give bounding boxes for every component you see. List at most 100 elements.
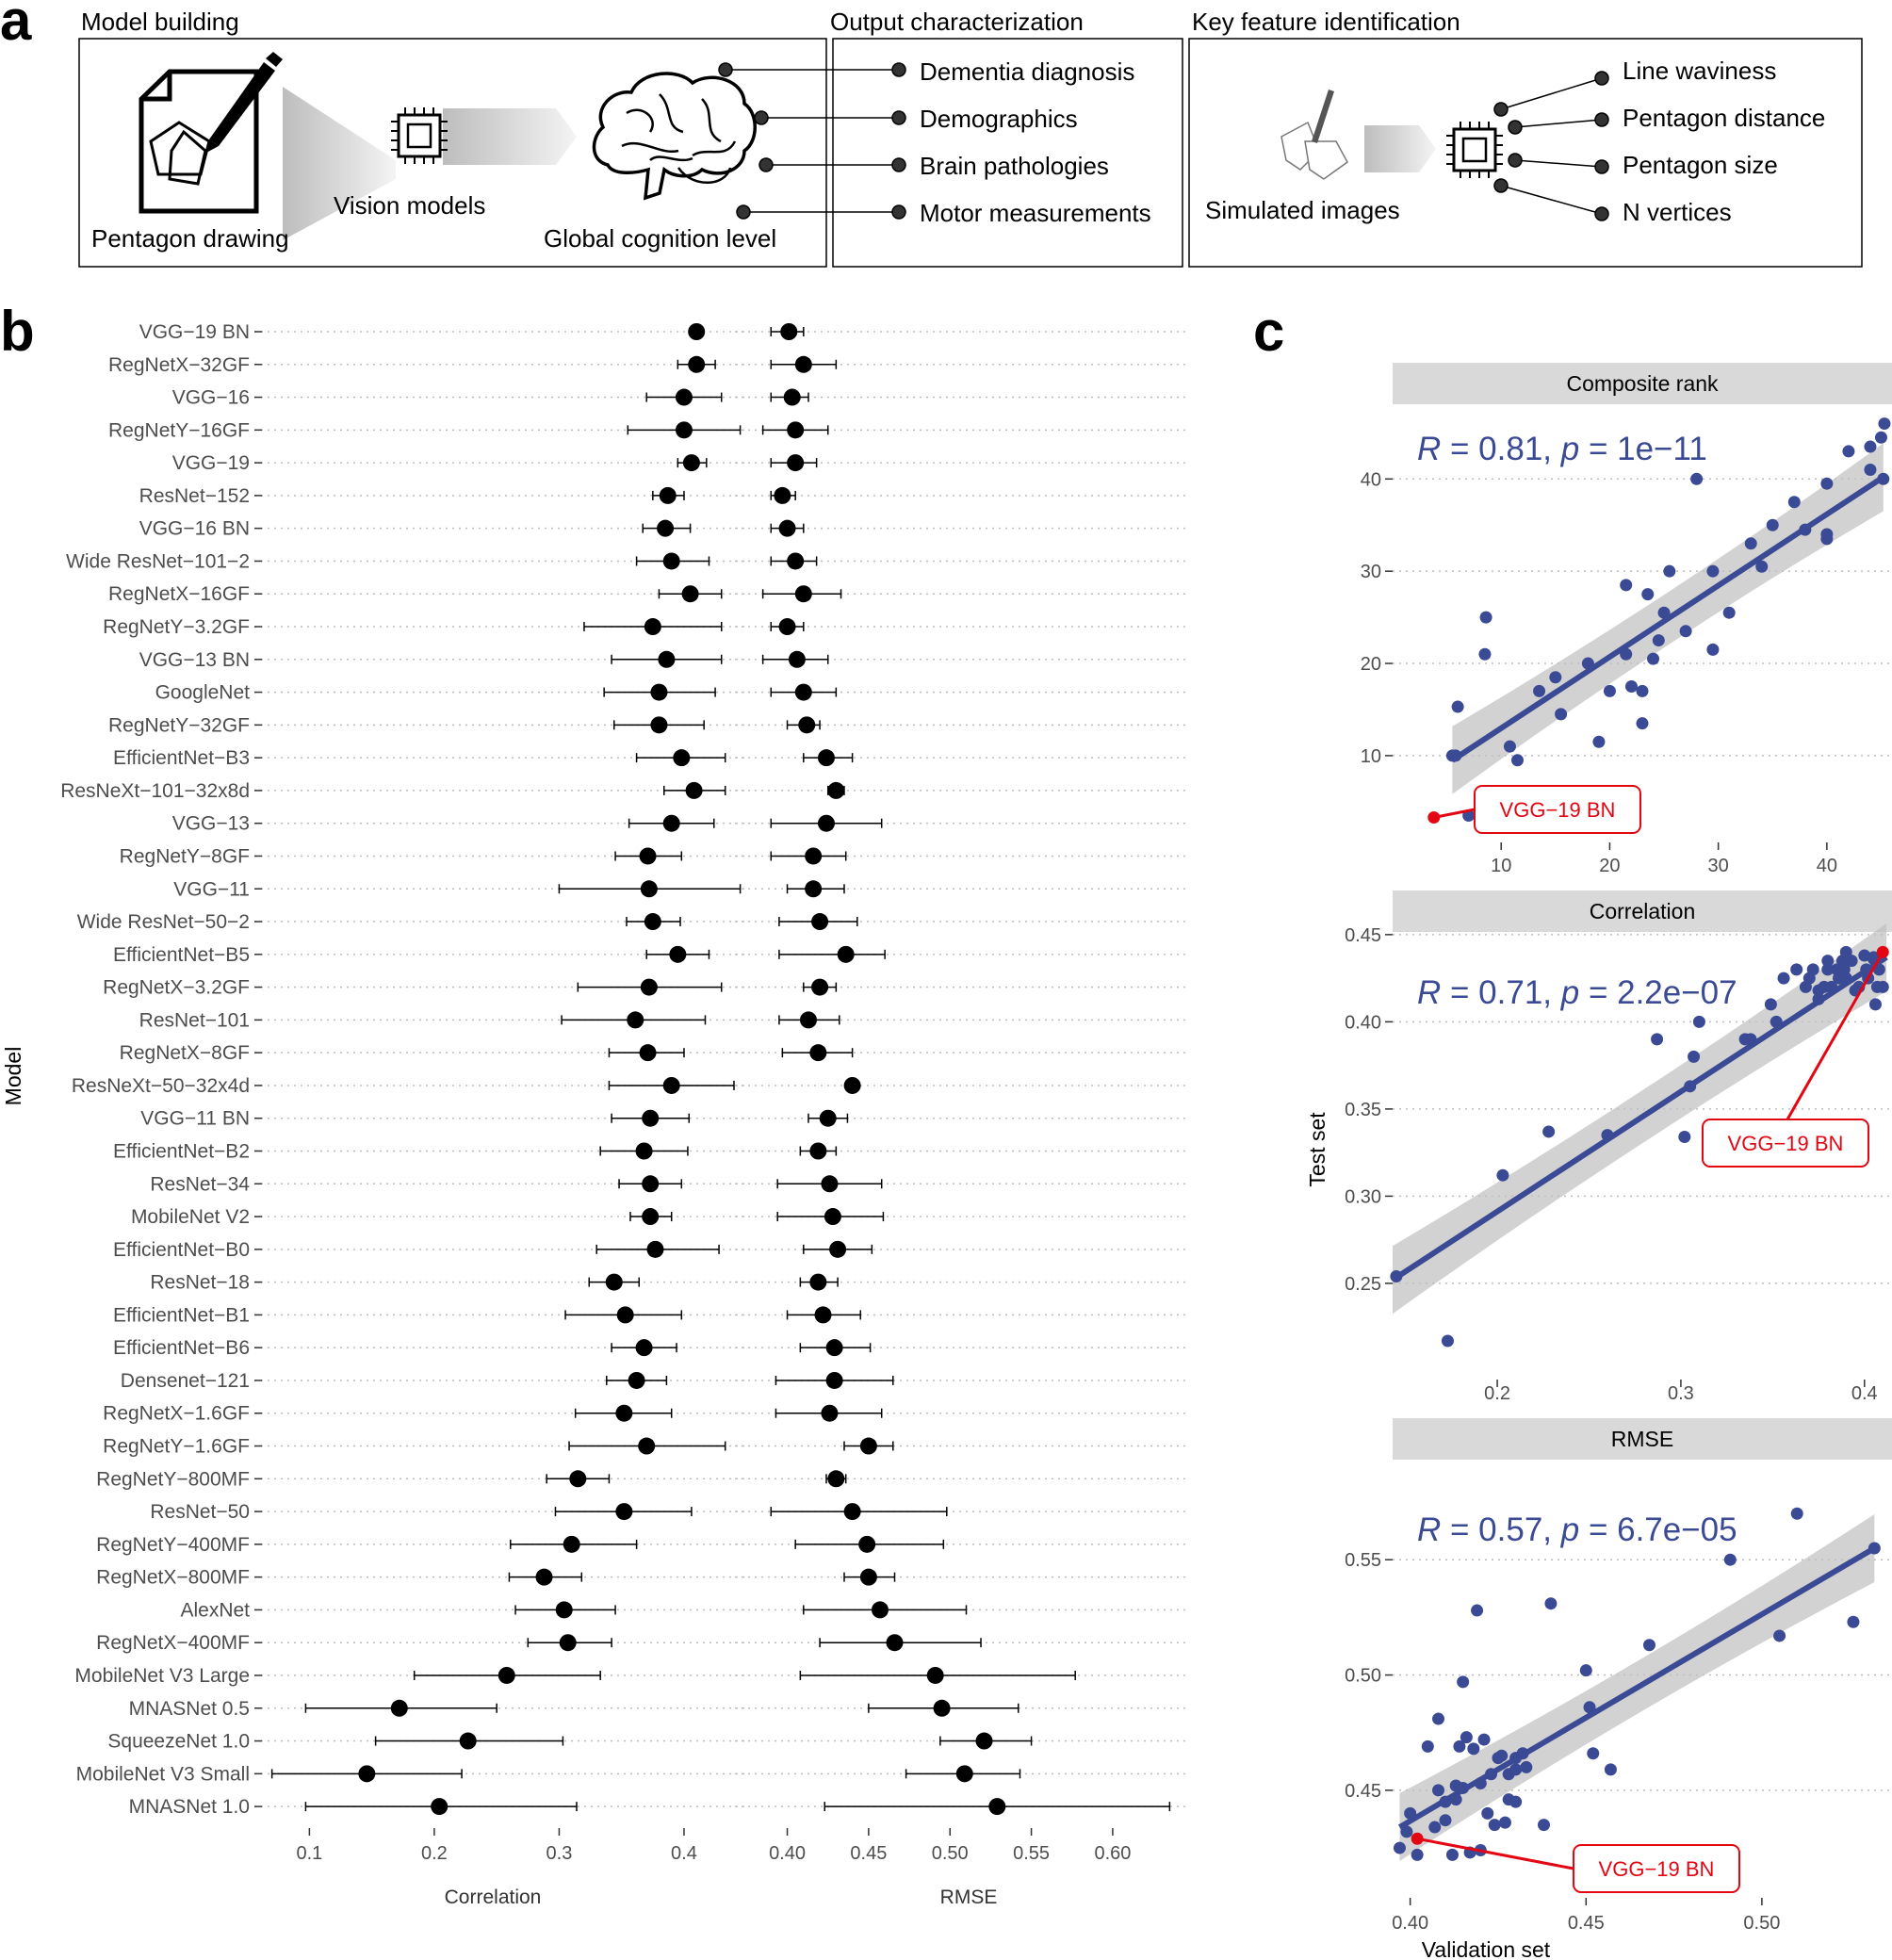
scatter-point [1766, 518, 1779, 531]
correlation-point [685, 781, 703, 799]
rmse-point [859, 1437, 877, 1455]
scatter-point [1679, 625, 1692, 638]
model-tick-label: ResNeXt−50−32x4d [72, 1075, 250, 1097]
highlight-label: VGG−19 BN [1500, 798, 1616, 822]
model-tick-label: RegNetX−16GF [108, 583, 250, 605]
scatter-point [1509, 1763, 1523, 1776]
model-tick-label: EfficientNet−B2 [113, 1141, 250, 1163]
scatter-point [1542, 1125, 1556, 1138]
scatter-point [1544, 1597, 1558, 1610]
model-tick-label: ResNet−34 [150, 1173, 250, 1195]
rmse-point [799, 1011, 817, 1029]
feature-item-1: Line waviness [1623, 57, 1776, 85]
rmse-point [783, 388, 801, 406]
rmse-point [829, 1240, 847, 1258]
scatter-point [1421, 1740, 1434, 1753]
model-tick-label: MobileNet V3 Small [76, 1763, 250, 1785]
correlation-point [682, 454, 700, 472]
scatter-point [1445, 1848, 1459, 1861]
key-feature-box [1188, 38, 1863, 268]
rmse-point [788, 650, 806, 668]
scatter-point [1842, 445, 1855, 458]
scatter-point [1477, 1733, 1491, 1746]
y-tick-label: 0.40 [1345, 1012, 1381, 1033]
pentagon-sketch-icon [1280, 90, 1348, 180]
correlation-point [658, 650, 676, 668]
scatter-point [1864, 464, 1877, 477]
x-tick-label: 0.50 [1743, 1913, 1780, 1934]
scatter-point [1457, 1675, 1470, 1689]
rmse-point [843, 1076, 861, 1094]
rmse-point [859, 1568, 877, 1586]
scatter-point [1868, 998, 1882, 1011]
x-tick-label: 0.3 [1668, 1383, 1694, 1404]
correlation-point [662, 552, 680, 570]
y-tick-label: 0.30 [1345, 1186, 1381, 1207]
x-tick-label: 10 [1491, 856, 1511, 876]
scatter-point [1764, 998, 1777, 1011]
feature-item-4: N vertices [1623, 198, 1732, 226]
rmse-point [774, 486, 791, 504]
highlight-leader [1433, 808, 1476, 819]
scatter-point [1790, 963, 1803, 976]
scatter-point [1651, 1033, 1664, 1046]
regression-line [1450, 474, 1885, 763]
simulated-images-label: Simulated images [1205, 196, 1400, 224]
model-tick-label: RegNetX−3.2GF [103, 977, 250, 999]
scatter-point [1663, 564, 1676, 578]
scatter-point [1549, 671, 1562, 684]
scatter-point [1755, 560, 1769, 573]
scatter-point [1451, 700, 1464, 713]
correlation-point [431, 1798, 449, 1816]
rmse-point [837, 945, 855, 963]
output-item-4: Motor measurements [920, 199, 1151, 227]
rmse-point [843, 1503, 861, 1521]
correlation-point [650, 716, 668, 734]
correlation-point [559, 1634, 577, 1652]
facet-title: RMSE [1611, 1427, 1673, 1451]
rmse-point [794, 585, 812, 603]
rmse-point [886, 1634, 904, 1652]
correlation-point [669, 945, 687, 963]
correlation-point [639, 1044, 657, 1062]
rmse-point [811, 913, 829, 931]
y-tick-label: 20 [1361, 654, 1381, 675]
correlation-point [659, 486, 677, 504]
correlation-point [673, 749, 691, 767]
rmse-plot: 0.40 0.45 0.50 0.55 0.60 [761, 323, 1171, 1864]
model-tick-label: ResNeXt−101−32x8d [60, 780, 250, 802]
scatter-point [1820, 477, 1834, 490]
box1-heading: Model building [81, 8, 239, 36]
scatter-point [1496, 1168, 1509, 1182]
rmse-point [780, 323, 798, 340]
rmse-point [787, 421, 805, 439]
scatter-point [1821, 963, 1835, 976]
x-tick-label: 0.45 [1568, 1913, 1605, 1934]
model-tick-label: Densenet−121 [121, 1370, 250, 1392]
y-tick-label: 0.50 [1345, 1666, 1381, 1687]
correlation-point [569, 1470, 587, 1488]
correlation-point [642, 1175, 660, 1193]
scatter-point [1509, 1795, 1523, 1808]
correlation-point [563, 1535, 580, 1553]
correlation-point [358, 1765, 376, 1783]
scatter-point [1520, 1760, 1533, 1773]
rmse-point [787, 454, 805, 472]
scatter-point [1467, 1742, 1480, 1756]
scatter-point [1481, 1806, 1494, 1820]
scatter-point [1652, 634, 1665, 647]
correlation-point [635, 1339, 653, 1357]
model-tick-label: VGG−13 [172, 813, 250, 835]
model-tick-label: RegNetY−400MF [96, 1534, 250, 1556]
highlight-leader [1416, 1837, 1574, 1870]
scatter-point [1411, 1848, 1424, 1861]
scatter-point [1777, 972, 1790, 985]
model-tick-label: VGG−16 BN [139, 518, 250, 540]
correlation-annotation: R = 0.81, p = 1e−11 [1417, 431, 1707, 467]
correlation-point [390, 1699, 408, 1717]
scatter-point [1592, 735, 1606, 748]
model-tick-label: Wide ResNet−50−2 [77, 911, 250, 933]
model-tick-label: RegNetX−800MF [96, 1567, 250, 1589]
regression-line [1397, 1545, 1876, 1830]
model-tick-label: VGG−11 [173, 878, 250, 900]
